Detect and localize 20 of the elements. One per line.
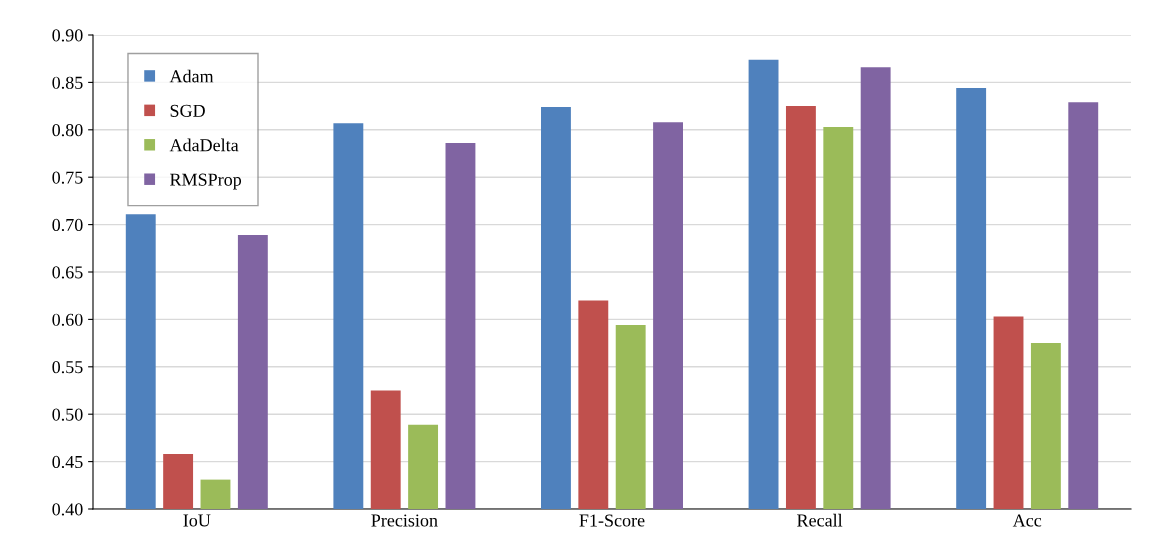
y-tick-label: 0.80 (52, 124, 83, 137)
x-tick-label: Precision (371, 514, 438, 527)
x-tick-label: IoU (183, 514, 211, 527)
y-tick-label: 0.60 (52, 313, 83, 326)
y-tick-label: 0.75 (52, 171, 83, 184)
y-tick-label: 0.90 (52, 29, 83, 42)
y-tick-label: 0.45 (52, 455, 83, 469)
x-tick-label: F1-Score (579, 514, 645, 527)
y-tick-label: 0.85 (52, 76, 83, 89)
x-tick-label: Recall (797, 513, 843, 527)
legend-label: SGD (170, 104, 205, 117)
y-tick-label: 0.40 (52, 503, 83, 516)
y-tick-label: 0.55 (52, 361, 83, 374)
y-tick-label: 0.50 (52, 408, 83, 421)
legend-label: RMSProp (170, 173, 242, 190)
x-tick-label: Acc (1012, 514, 1042, 527)
legend-label: AdaDelta (169, 138, 239, 152)
y-tick-label: 0.65 (52, 266, 83, 279)
legend-label: Adam (169, 69, 214, 83)
y-tick-label: 0.70 (52, 218, 83, 232)
